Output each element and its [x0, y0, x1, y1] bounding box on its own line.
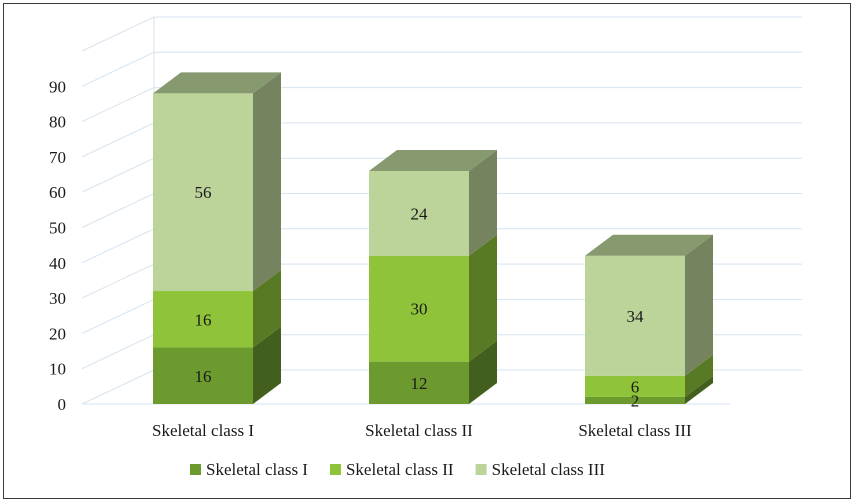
gridline-diagonal	[81, 51, 155, 87]
y-tick-label: 0	[58, 395, 67, 414]
legend-item-label: Skeletal class I	[206, 460, 308, 479]
data-label: 6	[631, 377, 640, 396]
bar-layer	[153, 72, 713, 404]
bar-top-face	[153, 72, 281, 94]
bar-segment-side	[685, 375, 713, 404]
data-label: 16	[195, 367, 212, 386]
gridline-diagonal	[81, 193, 155, 228]
legend-item-label: Skeletal class III	[492, 460, 606, 479]
legend-swatch	[190, 464, 201, 475]
y-tick-label: 70	[49, 148, 66, 167]
gridline-diagonal	[81, 334, 155, 370]
bar-segment-front	[153, 347, 253, 404]
data-label: 56	[195, 183, 212, 202]
y-tick-label: 80	[49, 113, 66, 132]
data-label: 30	[411, 300, 428, 319]
bar-segment-front	[369, 361, 469, 404]
x-category-label: Skeletal class I	[152, 421, 254, 440]
gridline-diagonal	[81, 157, 155, 193]
bar-segment-side	[253, 326, 281, 404]
bar-segment-side	[685, 234, 713, 376]
axis-layer: 0 10 20 30 40 50 60 70 80 90	[49, 77, 66, 414]
bar-segment-front	[369, 255, 469, 362]
bar-segment-side	[685, 354, 713, 397]
y-tick-label: 90	[49, 77, 66, 96]
bar-segment-side	[469, 234, 497, 362]
data-label: 16	[195, 310, 212, 329]
label-layer: 16 16 56 Skeletal class I 12 30 24 Skeletal cla…	[152, 183, 692, 440]
y-tick-label: 30	[49, 289, 66, 308]
bar-segment-side	[253, 72, 281, 292]
gridline-diagonal	[81, 16, 155, 52]
bar-segment-front	[585, 375, 685, 397]
y-tick-label: 40	[49, 254, 66, 273]
legend-swatch	[475, 464, 487, 475]
x-category-label: Skeletal class III	[578, 421, 692, 440]
data-label: 2	[631, 391, 640, 410]
y-tick-label: 50	[49, 219, 66, 238]
y-tick-label: 60	[49, 183, 66, 202]
bar-segment-front	[369, 171, 469, 256]
gridline-diagonal	[81, 122, 155, 158]
gridline-diagonal	[81, 87, 155, 123]
y-tick-label: 10	[49, 360, 66, 379]
legend: Skeletal class I Skeletal class II Skeleta…	[190, 460, 605, 479]
y-tick-label: 20	[49, 324, 66, 343]
bar-segment-front	[153, 291, 253, 348]
gridline-diagonal	[81, 263, 155, 299]
bar-top-face	[585, 234, 713, 256]
bar-segment-front	[585, 255, 685, 376]
data-label: 24	[411, 204, 429, 223]
gridline-diagonal	[81, 228, 155, 264]
bar-segment-side	[469, 150, 497, 256]
x-category-label: Skeletal class II	[365, 421, 473, 440]
legend-item-label: Skeletal class II	[346, 460, 454, 479]
gridline-diagonal	[81, 369, 155, 405]
data-label: 12	[411, 374, 428, 393]
legend-swatch	[329, 464, 341, 475]
data-label: 34	[627, 307, 645, 326]
bar-segment-side	[253, 270, 281, 348]
bar-segment-front	[153, 93, 253, 292]
bar-segment-front	[585, 396, 685, 404]
gridline-diagonal	[81, 298, 155, 334]
bar-segment-side	[469, 340, 497, 404]
bar-top-face	[369, 150, 497, 172]
